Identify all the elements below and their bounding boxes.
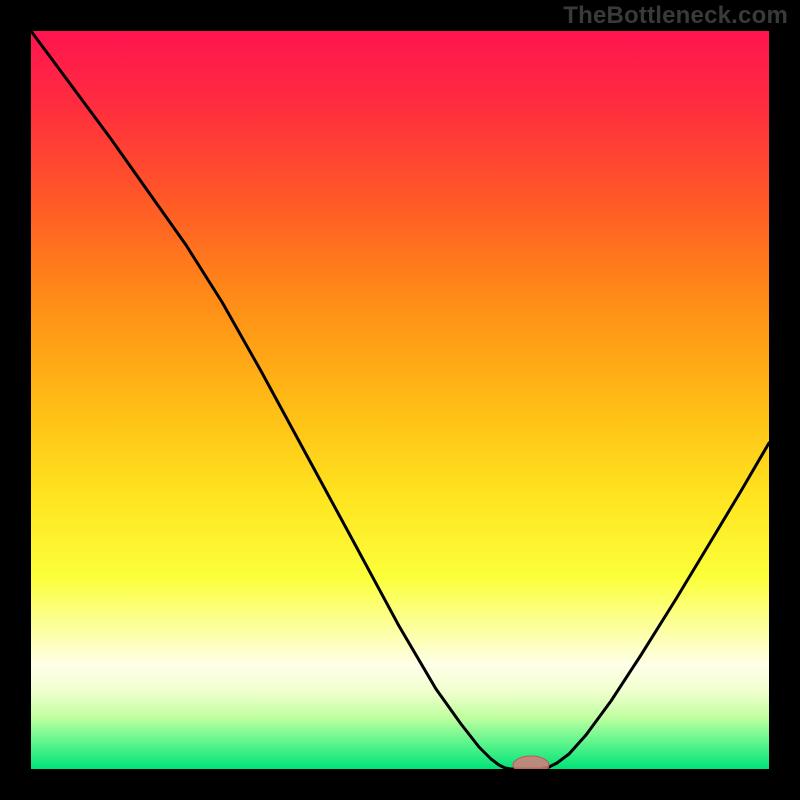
gradient-background <box>31 31 769 769</box>
chart-svg <box>31 31 769 769</box>
chart-frame: TheBottleneck.com <box>0 0 800 800</box>
watermark-text: TheBottleneck.com <box>563 2 788 30</box>
plot-area <box>31 31 769 769</box>
